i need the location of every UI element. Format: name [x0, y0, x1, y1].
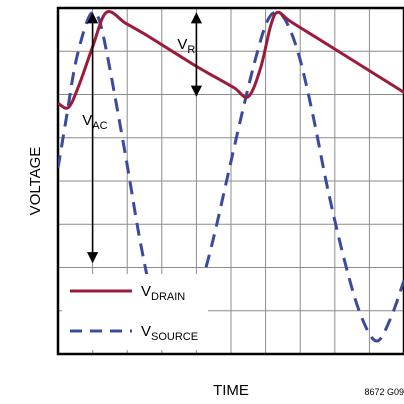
annotations-layer: VAC VR [82, 12, 202, 264]
grid [58, 8, 404, 354]
legend-label-source: VSOURCE [141, 323, 198, 343]
plot-frame [56, 6, 404, 356]
figure-code: 8672 G09 [364, 387, 404, 397]
series-line-source [58, 10, 404, 343]
annotation-label-vac: VAC [82, 112, 107, 132]
series-layer [58, 10, 404, 343]
legend-label-drain: VDRAIN [141, 283, 185, 303]
legend: VDRAIN VSOURCE [62, 274, 208, 350]
legend-box [62, 274, 208, 350]
series-line-drain [58, 10, 404, 110]
x-axis-label: TIME [213, 382, 249, 399]
annotation-label-vr: VR [177, 36, 195, 56]
y-axis-label: VOLTAGE [27, 147, 44, 216]
